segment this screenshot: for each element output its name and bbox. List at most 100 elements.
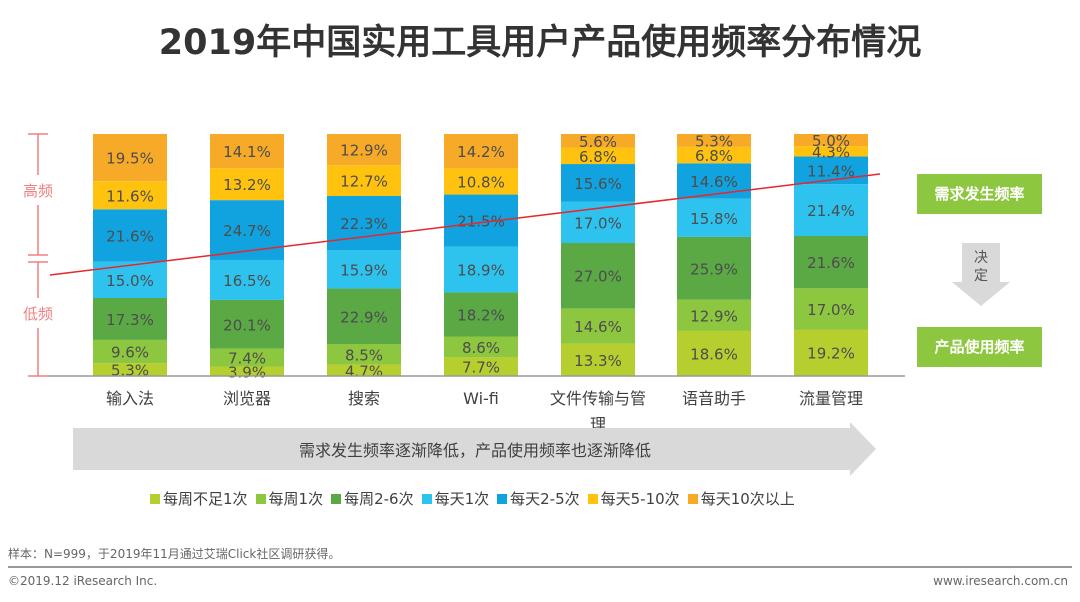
data-label: 7.7% bbox=[462, 359, 500, 377]
category-label: Wi-fi bbox=[463, 389, 499, 408]
category-label: 流量管理 bbox=[799, 389, 863, 408]
bar-segment bbox=[93, 134, 167, 182]
bar-segment bbox=[93, 363, 167, 376]
bar-segment bbox=[210, 299, 284, 349]
bar-segment bbox=[794, 288, 868, 330]
legend-swatch bbox=[150, 493, 160, 504]
data-label: 19.2% bbox=[807, 345, 855, 363]
legend-label: 每周不足1次 bbox=[163, 490, 248, 508]
legend-label: 每天2-5次 bbox=[510, 490, 580, 508]
data-label: 5.3% bbox=[695, 132, 733, 150]
bar-segment bbox=[327, 250, 401, 289]
data-label: 15.8% bbox=[690, 210, 738, 228]
data-label: 24.7% bbox=[223, 222, 271, 240]
footnote: 样本：N=999，于2019年11月通过艾瑞Click社区调研获得。 bbox=[8, 547, 341, 561]
bar-segment bbox=[444, 194, 518, 247]
data-label: 14.2% bbox=[457, 143, 505, 161]
data-label: 13.3% bbox=[574, 352, 622, 370]
data-label: 17.0% bbox=[574, 214, 622, 232]
bar-segment bbox=[677, 198, 751, 237]
bar-segment bbox=[210, 366, 284, 376]
data-label: 17.3% bbox=[106, 311, 154, 329]
data-label: 19.5% bbox=[106, 150, 154, 168]
data-label: 11.6% bbox=[106, 187, 154, 205]
page-title: 2019年中国实用工具用户产品使用频率分布情况 bbox=[158, 23, 922, 63]
data-label: 21.5% bbox=[457, 213, 505, 231]
arrow-text: 决 bbox=[974, 250, 988, 266]
legend-swatch bbox=[421, 493, 432, 504]
data-label: 13.2% bbox=[223, 176, 271, 194]
data-label: 18.9% bbox=[457, 262, 505, 280]
data-label: 15.6% bbox=[574, 175, 622, 193]
bar-segment bbox=[794, 134, 868, 147]
data-label: 22.9% bbox=[340, 308, 388, 326]
legend-item: 每周2-6次 bbox=[331, 488, 414, 509]
legend-label: 每周2-6次 bbox=[344, 490, 414, 508]
category-label: 浏览器 bbox=[223, 389, 271, 408]
category-label: 文件传输与管 bbox=[550, 389, 646, 408]
legend-swatch bbox=[687, 493, 698, 504]
data-label: 14.1% bbox=[223, 143, 271, 161]
footer-divider bbox=[8, 566, 1072, 568]
data-label: 12.9% bbox=[340, 142, 388, 160]
bar-segment bbox=[677, 134, 751, 147]
decrease-arrow bbox=[73, 422, 876, 476]
website-url: www.iresearch.com.cn bbox=[933, 574, 1068, 588]
bar-segment bbox=[327, 196, 401, 251]
copyright: ©2019.12 iResearch Inc. bbox=[8, 574, 158, 588]
trend-line bbox=[49, 173, 881, 276]
bar-segment bbox=[210, 168, 284, 201]
legend-label: 每天10次以上 bbox=[700, 490, 795, 508]
bar-segment bbox=[444, 134, 518, 169]
legend-item: 每天5-10次 bbox=[587, 488, 680, 509]
bar-segment bbox=[93, 209, 167, 262]
legend-swatch bbox=[255, 493, 266, 504]
data-label: 20.1% bbox=[223, 316, 271, 334]
bar-segment bbox=[327, 364, 401, 376]
legend-item: 每周1次 bbox=[255, 488, 324, 509]
data-label: 9.6% bbox=[111, 344, 149, 362]
arrow-caption: 需求发生频率逐渐降低，产品使用频率也逐渐降低 bbox=[299, 441, 651, 460]
bar-segment bbox=[327, 134, 401, 166]
data-label: 15.9% bbox=[340, 261, 388, 279]
legend-item: 每天10次以上 bbox=[687, 488, 795, 509]
data-label: 6.8% bbox=[695, 147, 733, 165]
bar-segment bbox=[93, 297, 167, 340]
data-label: 11.4% bbox=[807, 162, 855, 180]
data-label: 22.3% bbox=[340, 215, 388, 233]
data-label: 21.6% bbox=[807, 254, 855, 272]
bar-segment bbox=[794, 235, 868, 289]
bar-segment bbox=[210, 134, 284, 169]
data-label: 3.9% bbox=[228, 363, 266, 381]
bar-segment bbox=[327, 288, 401, 345]
category-label: 输入法 bbox=[106, 389, 154, 408]
bar-segment bbox=[444, 246, 518, 293]
bar-segment bbox=[677, 299, 751, 331]
bar-segment bbox=[327, 165, 401, 197]
bar-segment bbox=[794, 329, 868, 376]
data-label: 12.7% bbox=[340, 173, 388, 191]
data-label: 5.3% bbox=[111, 362, 149, 380]
demand-frequency-box: 需求发生频率 bbox=[917, 174, 1042, 214]
bar-segment bbox=[93, 181, 167, 210]
low-frequency-label: 低频 bbox=[23, 305, 53, 323]
legend: 每周不足1次 每周1次 每周2-6次 每天1次 每天2-5次 每天5-10次 每天10次以上 bbox=[150, 488, 795, 509]
legend-swatch bbox=[497, 493, 508, 504]
bar-segment bbox=[561, 343, 635, 376]
legend-label: 每周1次 bbox=[268, 490, 324, 508]
bar-segment bbox=[794, 146, 868, 157]
legend-item: 每周不足1次 bbox=[150, 488, 248, 509]
data-label: 21.4% bbox=[807, 202, 855, 220]
category-label: 语音助手 bbox=[682, 389, 746, 408]
data-label: 8.6% bbox=[462, 339, 500, 357]
data-label: 16.5% bbox=[223, 272, 271, 290]
bar-segment bbox=[444, 357, 518, 376]
bar-segment bbox=[561, 164, 635, 202]
category-label: 搜索 bbox=[348, 389, 380, 408]
data-label: 25.9% bbox=[690, 260, 738, 278]
legend-label: 每天1次 bbox=[434, 490, 490, 508]
frequency-brackets bbox=[28, 133, 48, 377]
bar-segment bbox=[561, 147, 635, 165]
bar-segment bbox=[677, 236, 751, 300]
